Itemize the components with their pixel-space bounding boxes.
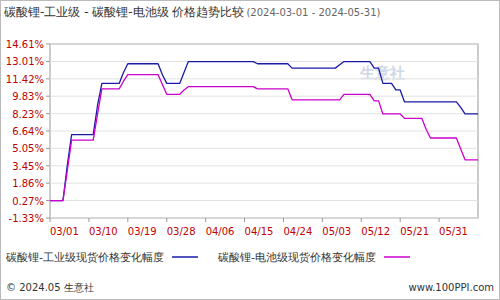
y-tick-label: 5.05% [12, 143, 44, 154]
y-tick-label: -1.33% [9, 213, 44, 224]
y-tick [46, 131, 50, 132]
x-tick-label: 05/31 [439, 226, 468, 237]
y-tick-label: 13.01% [6, 56, 44, 67]
x-tick-label: 03/19 [128, 226, 157, 237]
x-tick [322, 218, 323, 222]
series-line [50, 62, 478, 201]
legend-label: 碳酸锂-工业级现货价格变化幅度 [5, 251, 164, 264]
y-tick [46, 183, 50, 184]
y-tick [46, 78, 50, 79]
x-tick-label: 05/21 [400, 226, 429, 237]
y-tick [46, 218, 50, 219]
x-tick-label: 04/15 [245, 226, 274, 237]
title: 碳酸锂-工业级 - 碳酸锂-电池级 价格趋势比较 [3, 5, 244, 19]
x-tick [127, 218, 128, 222]
x-tick [361, 218, 362, 222]
x-tick [50, 218, 51, 222]
y-tick-label: 11.42% [6, 74, 44, 85]
grid-line [50, 148, 478, 149]
x-tick [439, 218, 440, 222]
y-tick [46, 148, 50, 149]
grid-line [50, 200, 478, 201]
source: © 2024.05 生意社 [6, 282, 94, 293]
x-tick [166, 218, 167, 222]
y-tick-label: 8.23% [12, 109, 44, 120]
y-tick-label: 9.83% [12, 91, 44, 102]
x-tick-label: 03/01 [50, 226, 79, 237]
grid-line [50, 113, 478, 114]
y-tick [46, 165, 50, 166]
background [1, 1, 500, 300]
y-tick-label: 6.64% [12, 126, 44, 137]
grid-line [50, 96, 478, 97]
grid-line [50, 218, 478, 219]
subtitle: (2024-03-01 - 2024-05-31) [246, 7, 380, 18]
series-group [50, 62, 478, 201]
x-tick [400, 218, 401, 222]
grid-line [50, 44, 478, 45]
x-tick [283, 218, 284, 222]
legend-swatch [172, 256, 198, 258]
website: www.100PPI.com [409, 282, 494, 293]
grid-line [50, 165, 478, 166]
legend-swatch [384, 256, 410, 258]
series-line [50, 75, 478, 201]
legend-label: 碳酸锂-电池级现货价格变化幅度 [217, 251, 376, 264]
x-tick [88, 218, 89, 222]
y-tick [46, 200, 50, 201]
y-tick [46, 96, 50, 97]
x-tick-label: 03/10 [89, 226, 118, 237]
y-tick-label: 14.61% [6, 39, 44, 50]
x-tick-label: 05/12 [361, 226, 390, 237]
x-tick-label: 05/03 [322, 226, 351, 237]
x-tick [244, 218, 245, 222]
y-tick-label: 1.86% [12, 178, 44, 189]
grid-line [50, 131, 478, 132]
grid-line [50, 183, 478, 184]
grid-line [50, 78, 478, 79]
y-tick-label: 0.27% [12, 196, 44, 207]
y-tick [46, 113, 50, 114]
plot-area [50, 44, 478, 218]
x-tick-label: 04/06 [206, 226, 235, 237]
chart: 碳酸锂-工业级 - 碳酸锂-电池级 价格趋势比较(2024-03-01 - 20… [0, 0, 500, 300]
y-tick [46, 61, 50, 62]
y-tick-label: 3.45% [12, 161, 44, 172]
x-tick-label: 03/28 [167, 226, 196, 237]
x-tick-label: 04/24 [283, 226, 312, 237]
grid-line [50, 61, 478, 62]
x-tick [205, 218, 206, 222]
y-tick [46, 44, 50, 45]
